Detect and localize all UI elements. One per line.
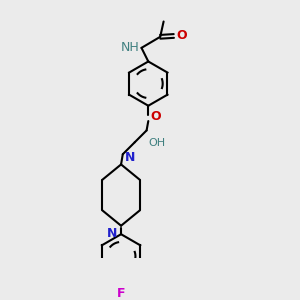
Text: NH: NH <box>121 40 140 53</box>
Text: O: O <box>151 110 161 123</box>
Text: F: F <box>117 287 125 300</box>
Text: N: N <box>124 151 135 164</box>
Text: N: N <box>107 226 118 240</box>
Text: O: O <box>176 28 187 42</box>
Text: OH: OH <box>148 138 165 148</box>
